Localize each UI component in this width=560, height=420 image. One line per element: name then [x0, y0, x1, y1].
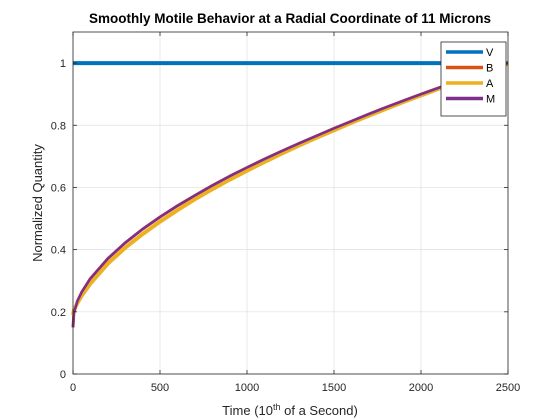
x-tick-label: 500	[151, 382, 169, 394]
series-line-m	[71, 61, 509, 328]
x-axis-label: Time (10th of a Second)	[222, 402, 358, 418]
chart-title: Smoothly Motile Behavior at a Radial Coo…	[89, 11, 491, 26]
x-axis-label-suffix: of a Second)	[281, 403, 358, 418]
y-tick-label: 0	[60, 369, 66, 381]
axis-ticks: 0 500 1000 1500 2000 2500 0 0.2 0.4 0.6 0.8 1	[51, 32, 520, 394]
x-tick-label: 2000	[409, 382, 433, 394]
x-axis-label-prefix: Time (10	[222, 403, 273, 418]
y-tick-label: 1	[60, 58, 66, 70]
legend-label-m: M	[486, 94, 495, 106]
x-tick-label: 2500	[496, 382, 520, 394]
x-tick-label: 1500	[322, 382, 346, 394]
legend-label-b: B	[486, 63, 493, 75]
plot-frame	[72, 31, 509, 375]
x-axis-label-superscript: th	[273, 402, 281, 412]
legend-box	[440, 41, 507, 117]
y-tick-label: 0.4	[51, 245, 66, 257]
grid-lines	[72, 32, 509, 375]
legend-label-v: V	[486, 47, 494, 59]
data-series	[71, 61, 509, 328]
x-tick-label: 0	[70, 382, 76, 394]
y-axis-label: Normalized Quantity	[30, 144, 45, 262]
x-tick-label: 1000	[235, 382, 259, 394]
y-tick-label: 0.6	[51, 182, 66, 194]
y-tick-label: 0.8	[51, 120, 66, 132]
y-tick-label: 0.2	[51, 307, 66, 319]
legend-label-a: A	[486, 78, 494, 90]
